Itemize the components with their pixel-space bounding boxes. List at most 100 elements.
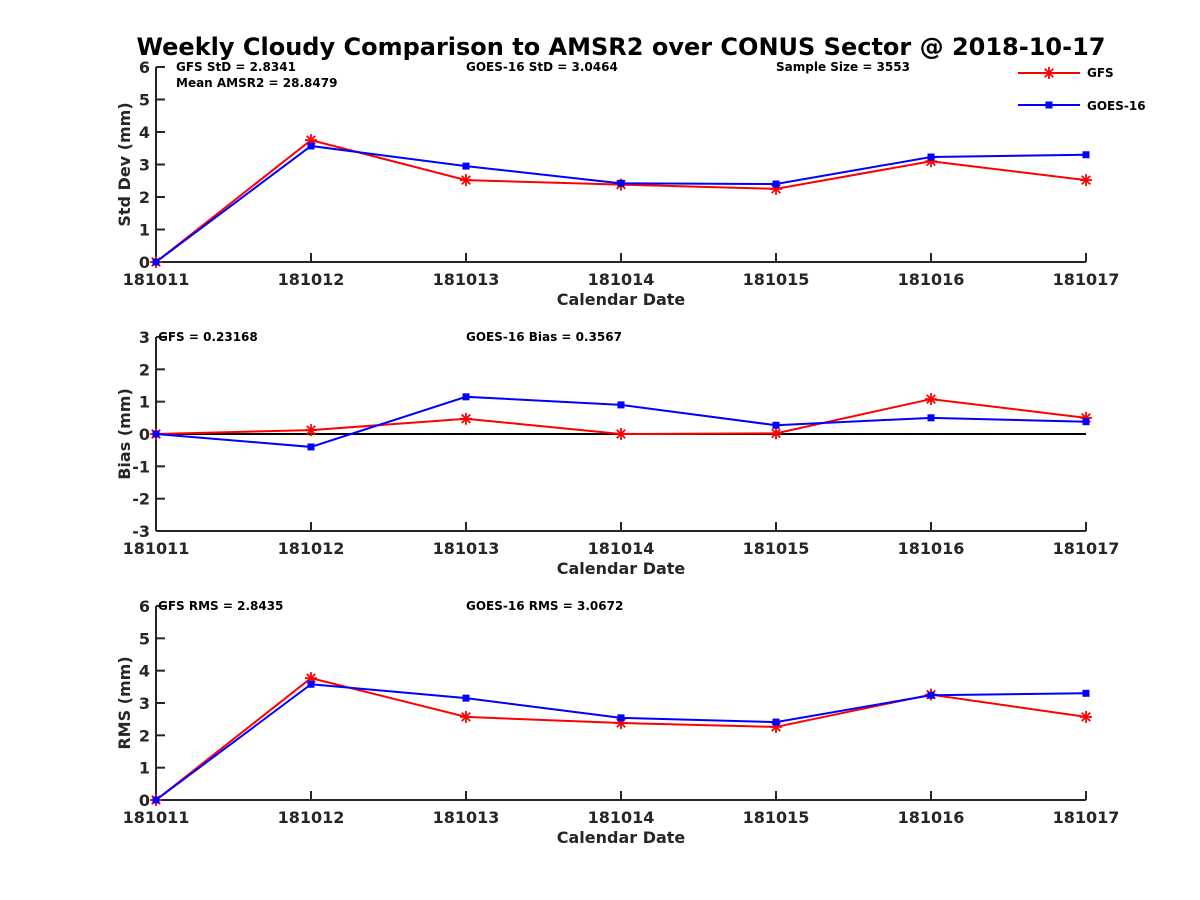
y-tick-label: 3 — [139, 156, 150, 175]
data-point-goes16 — [772, 421, 780, 429]
chart-title: Weekly Cloudy Comparison to AMSR2 over C… — [137, 33, 1106, 61]
square-marker-icon — [1045, 101, 1053, 109]
y-tick-label: 2 — [139, 188, 150, 207]
data-point-gfs — [1080, 710, 1092, 723]
y-tick-label: 4 — [139, 123, 150, 142]
series-line-goes16 — [155, 683, 1087, 801]
legend-label-goes16: GOES-16 — [1087, 99, 1146, 113]
x-tick-label: 181015 — [743, 808, 810, 827]
data-point-gfs — [1080, 174, 1092, 187]
x-tick-label: 181011 — [123, 539, 190, 558]
panel-rms: 0 1 2 3 4 5 6 181011 181012 181013 181014 181015 181… — [115, 597, 1119, 847]
data-point-goes16 — [152, 796, 160, 804]
x-tick-label: 181013 — [433, 539, 500, 558]
legend-entry-goes16: GOES-16 — [1018, 99, 1146, 113]
data-point-gfs — [305, 424, 317, 437]
y-tick-label: 2 — [139, 360, 150, 379]
series-gfs — [150, 393, 1092, 440]
stat-annotation: GFS = 0.23168 — [158, 330, 258, 344]
x-tick-label: 181015 — [743, 539, 810, 558]
data-point-gfs — [460, 412, 472, 425]
series-goes16 — [152, 680, 1090, 804]
data-point-goes16 — [772, 718, 780, 726]
y-tick-label: 0 — [139, 253, 150, 272]
stat-annotation: GFS StD = 2.8341 — [176, 60, 296, 74]
y-tick-label: -3 — [132, 522, 150, 541]
x-tick-label: 181017 — [1053, 808, 1120, 827]
data-point-goes16 — [1082, 689, 1090, 697]
x-tick-label: 181014 — [588, 539, 655, 558]
y-tick-label: 3 — [139, 328, 150, 347]
x-axis-label: Calendar Date — [557, 828, 686, 847]
data-point-goes16 — [772, 180, 780, 188]
data-point-gfs — [770, 427, 782, 440]
asterisk-marker-icon — [1043, 67, 1055, 79]
data-point-goes16 — [927, 691, 935, 699]
y-tick-label: 5 — [139, 91, 150, 110]
data-point-goes16 — [307, 443, 315, 451]
data-point-goes16 — [1082, 151, 1090, 159]
x-tick-label: 181015 — [743, 270, 810, 289]
y-tick-label: 1 — [139, 393, 150, 412]
data-point-goes16 — [617, 714, 625, 722]
data-point-goes16 — [152, 258, 160, 266]
x-tick-label: 181017 — [1053, 270, 1120, 289]
stat-annotation: GFS RMS = 2.8435 — [158, 599, 283, 613]
y-tick-label: 5 — [139, 629, 150, 648]
x-axis-label: Calendar Date — [557, 290, 686, 309]
stat-annotation: GOES-16 Bias = 0.3567 — [466, 330, 622, 344]
series-gfs — [150, 134, 1092, 268]
x-tick-label: 181016 — [898, 808, 965, 827]
series-goes16 — [152, 393, 1090, 451]
data-point-gfs — [460, 710, 472, 723]
y-tick-label: 1 — [139, 221, 150, 240]
x-tick-label: 181011 — [123, 808, 190, 827]
y-tick-label: 1 — [139, 759, 150, 778]
legend: GFS GOES-16 — [1018, 66, 1146, 113]
data-point-goes16 — [152, 430, 160, 438]
data-point-goes16 — [617, 401, 625, 409]
data-point-gfs — [925, 393, 937, 406]
data-point-goes16 — [462, 393, 470, 401]
legend-entry-gfs: GFS — [1018, 66, 1114, 80]
y-tick-label: 2 — [139, 726, 150, 745]
y-axis-label: Std Dev (mm) — [115, 102, 134, 226]
legend-label-gfs: GFS — [1087, 66, 1114, 80]
y-tick-label: -2 — [132, 490, 150, 509]
x-tick-label: 181012 — [278, 539, 345, 558]
series-gfs — [150, 672, 1092, 806]
data-point-goes16 — [927, 153, 935, 161]
data-point-goes16 — [617, 179, 625, 187]
y-axis-label: RMS (mm) — [115, 656, 134, 749]
stat-annotation: GOES-16 StD = 3.0464 — [466, 60, 618, 74]
stat-annotation: GOES-16 RMS = 3.0672 — [466, 599, 623, 613]
y-tick-label: 3 — [139, 694, 150, 713]
data-point-goes16 — [462, 162, 470, 170]
x-axis-label: Calendar Date — [557, 559, 686, 578]
x-tick-label: 181013 — [433, 808, 500, 827]
sample-size-annotation: Sample Size = 3553 — [776, 60, 910, 74]
y-tick-label: 6 — [139, 597, 150, 616]
y-tick-label: 6 — [139, 58, 150, 77]
y-tick-label: 0 — [139, 791, 150, 810]
x-tick-label: 181012 — [278, 270, 345, 289]
x-tick-label: 181012 — [278, 808, 345, 827]
data-point-goes16 — [1082, 418, 1090, 426]
x-tick-label: 181011 — [123, 270, 190, 289]
y-tick-label: -1 — [132, 457, 150, 476]
x-tick-label: 181014 — [588, 270, 655, 289]
data-point-goes16 — [462, 694, 470, 702]
legend-marker-gfs — [1043, 67, 1055, 79]
x-tick-label: 181017 — [1053, 539, 1120, 558]
y-tick-label: 0 — [139, 425, 150, 444]
data-point-gfs — [615, 428, 627, 440]
y-axis-label: Bias (mm) — [115, 388, 134, 480]
stat-annotation: Mean AMSR2 = 28.8479 — [176, 76, 337, 90]
data-point-goes16 — [307, 680, 315, 688]
x-tick-label: 181013 — [433, 270, 500, 289]
x-tick-label: 181016 — [898, 539, 965, 558]
panel-std: 0 1 2 3 4 5 6 181011 181012 181013 181014 181015 181… — [115, 58, 1119, 309]
series-goes16 — [152, 142, 1090, 266]
y-tick-label: 4 — [139, 662, 150, 681]
